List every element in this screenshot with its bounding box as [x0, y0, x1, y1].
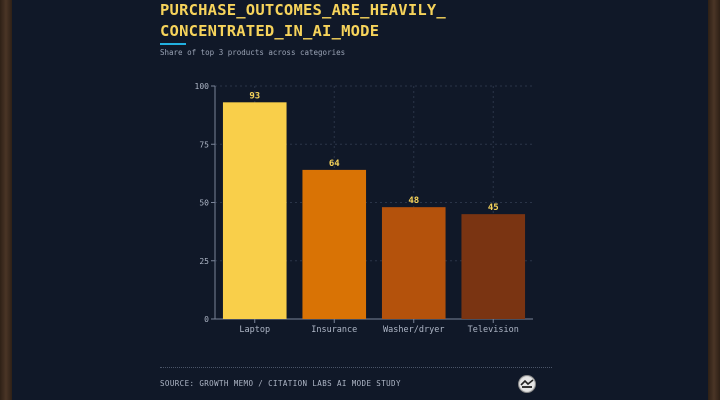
title-accent-bar	[160, 43, 186, 45]
x-tick-label: Laptop	[239, 325, 270, 335]
y-tick-label: 75	[199, 140, 209, 149]
logo-badge-icon	[518, 375, 536, 393]
x-tick-label: Washer/dryer	[383, 325, 444, 335]
bar-laptop	[222, 102, 287, 319]
x-tick-label: Insurance	[311, 325, 357, 335]
chart-title: PURCHASE_OUTCOMES_ARE_HEAVILY_ CONCENTRA…	[160, 0, 446, 42]
bar-layer	[222, 102, 526, 319]
y-tick-label: 25	[199, 257, 209, 266]
footer-divider	[160, 367, 552, 368]
chart-title-line-1: PURCHASE_OUTCOMES_ARE_HEAVILY_	[160, 1, 446, 19]
chart-title-line-2: CONCENTRATED_IN_AI_MODE	[160, 22, 380, 40]
x-tick-label: Television	[468, 325, 519, 335]
y-tick-label: 50	[199, 199, 209, 208]
bar-washer-dryer	[381, 207, 446, 319]
data-label: 48	[408, 196, 419, 206]
data-label: 45	[488, 203, 499, 213]
y-tick-label: 0	[204, 315, 209, 324]
frame-left	[0, 0, 12, 400]
bar-insurance	[302, 169, 367, 319]
y-tick-label: 100	[195, 82, 210, 91]
data-label: 93	[249, 91, 260, 101]
source-note: SOURCE: GROWTH MEMO / CITATION LABS AI M…	[160, 379, 401, 388]
label-layer: 93 Laptop 64 Insurance 48 Washer/dryer 45 Telev…	[239, 91, 518, 335]
chart-subtitle: Share of top 3 products across categorie…	[160, 48, 346, 57]
bar-television	[461, 214, 526, 319]
data-label: 64	[329, 159, 340, 169]
frame-right	[708, 0, 720, 400]
